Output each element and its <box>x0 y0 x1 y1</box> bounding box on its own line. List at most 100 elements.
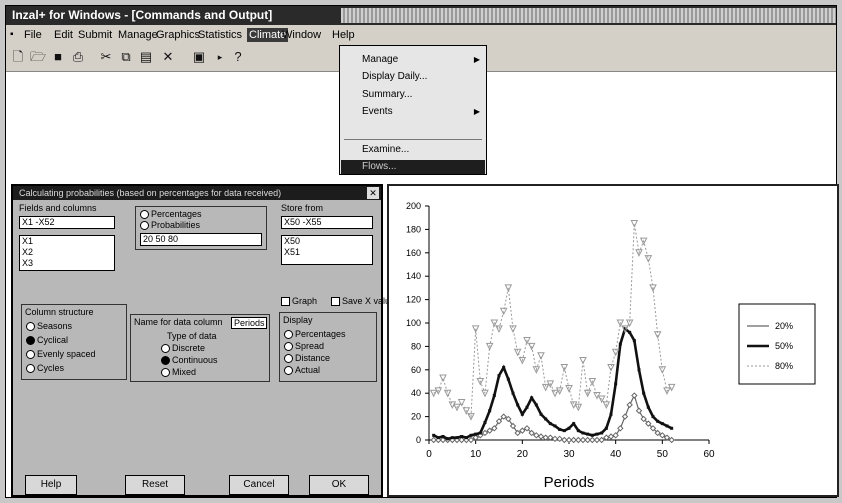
radio-display-spread[interactable]: Spread <box>284 341 324 352</box>
menu-item-label: Examine... <box>362 144 410 155</box>
menu-item-display-daily[interactable]: Display Daily... <box>362 70 427 84</box>
list-item[interactable]: X1 <box>22 236 34 246</box>
menu-climate[interactable]: Climate <box>247 28 289 42</box>
radio-seasons[interactable]: Seasons <box>26 321 72 332</box>
close-icon[interactable]: ✕ <box>367 187 379 199</box>
menu-item-label: Summary... <box>362 89 413 100</box>
data-point <box>474 432 478 436</box>
graph-window[interactable]: 0 20 40 60 80 100 120 140 160 180 200 0 10 20 30 40 50 60… <box>387 184 839 497</box>
radio-evenly-spaced[interactable]: Evenly spaced <box>26 349 96 360</box>
menu-statistics[interactable]: Statistics <box>198 29 243 41</box>
data-point <box>514 429 521 437</box>
radio-continuous[interactable]: Continuous <box>161 355 218 366</box>
data-column-input[interactable]: Periods <box>231 317 267 329</box>
radio-cyclical[interactable]: Cyclical <box>26 335 68 346</box>
menu-item-flows[interactable]: Flows... <box>341 160 485 174</box>
data-point <box>533 432 540 439</box>
data-point <box>618 342 622 346</box>
data-point <box>631 392 638 399</box>
dialog-title-bar[interactable]: Calculating probabilities (based on perc… <box>13 186 381 200</box>
radio-percentages[interactable]: Percentages <box>140 209 202 220</box>
data-point <box>565 385 573 393</box>
copy-icon[interactable]: ⧉ <box>121 49 131 64</box>
radio-cycles[interactable]: Cycles <box>26 363 64 374</box>
data-point <box>488 409 492 413</box>
menu-item-label: Display Daily... <box>362 71 428 82</box>
data-point <box>561 436 568 444</box>
data-point <box>598 436 605 444</box>
reset-button[interactable]: Reset <box>125 475 185 495</box>
ok-button[interactable]: OK <box>309 475 369 495</box>
app-menu-icon[interactable]: ▪ <box>10 29 14 40</box>
print-icon[interactable]: ⎙ <box>72 49 84 64</box>
menu-graphics[interactable]: Graphics <box>156 29 201 41</box>
menu-item-examine[interactable]: Examine... <box>362 143 409 157</box>
list-item[interactable]: X2 <box>22 247 34 257</box>
help-icon[interactable]: ? <box>234 49 242 64</box>
radio-discrete[interactable]: Discrete <box>161 343 205 354</box>
cancel-button[interactable]: Cancel <box>229 475 289 495</box>
data-point <box>584 436 591 444</box>
menu-item-manage[interactable]: Manage <box>362 53 398 67</box>
list-item[interactable]: X51 <box>284 247 301 257</box>
radio-icon <box>161 344 170 354</box>
fields-listbox[interactable]: X1 X2 X3 <box>19 235 115 271</box>
paste-icon[interactable]: ▤ <box>139 49 153 64</box>
cut-icon[interactable]: ✂ <box>100 49 112 64</box>
save-icon[interactable]: ■ <box>54 49 62 64</box>
radio-probabilities[interactable]: Probabilities <box>140 220 200 231</box>
radio-display-percentages[interactable]: Percentages <box>284 329 346 340</box>
delete-icon[interactable]: ✕ <box>162 49 174 64</box>
data-point <box>467 413 475 421</box>
menu-submit[interactable]: Submit <box>78 29 113 41</box>
data-point <box>539 412 543 416</box>
radio-label: Continuous <box>172 355 218 365</box>
radio-mixed[interactable]: Mixed <box>161 367 196 378</box>
group-title: Display <box>283 315 313 325</box>
new-file-icon[interactable]: 🗋 <box>12 49 24 64</box>
save-x-checkbox[interactable]: Save X values <box>331 296 400 307</box>
data-point <box>551 389 559 398</box>
data-point <box>628 330 632 334</box>
menu-window[interactable]: Window <box>282 29 322 41</box>
list-item[interactable]: X3 <box>22 258 34 268</box>
data-point <box>644 255 653 263</box>
store-listbox[interactable]: X50 X51 <box>281 235 373 265</box>
fields-label: Fields and columns <box>19 203 97 213</box>
data-column-group: Name for data column Periods Type of dat… <box>130 314 270 382</box>
menu-item-events[interactable]: Events <box>362 105 393 119</box>
arrow-icon[interactable]: ▸ <box>217 52 223 62</box>
menu-edit[interactable]: Edit <box>54 29 73 41</box>
percentages-input[interactable]: 20 50 80 <box>140 233 262 246</box>
menu-help[interactable]: Help <box>332 29 355 41</box>
open-folder-icon[interactable]: 🗁 <box>29 49 47 64</box>
data-point <box>453 403 461 412</box>
list-item[interactable]: X50 <box>284 236 301 246</box>
data-point <box>506 377 510 381</box>
options-group: Percentages Probabilities 20 50 80 <box>135 206 267 250</box>
data-point <box>495 325 503 333</box>
menu-item-summary[interactable]: Summary... <box>362 88 412 102</box>
window-icon[interactable]: ▣ <box>192 49 206 64</box>
fields-input[interactable]: X1 -X52 <box>19 216 115 229</box>
menu-manage[interactable]: Manage <box>118 29 158 41</box>
radio-label: Percentages <box>295 329 346 339</box>
radio-display-actual[interactable]: Actual <box>284 365 320 376</box>
data-point <box>653 331 662 339</box>
graph-checkbox[interactable]: Graph <box>281 296 318 307</box>
data-point <box>519 427 526 434</box>
data-point <box>668 436 675 444</box>
checkbox-label: Graph <box>292 296 318 306</box>
data-point <box>670 426 674 430</box>
store-input[interactable]: X50 -X55 <box>281 216 373 229</box>
data-point <box>516 403 520 407</box>
data-point <box>663 434 671 441</box>
menu-file[interactable]: File <box>24 29 42 41</box>
data-point <box>635 407 643 414</box>
data-point <box>649 284 657 293</box>
title-bar[interactable]: Inzal+ for Windows - [Commands and Outpu… <box>6 6 836 25</box>
radio-display-distance[interactable]: Distance <box>284 353 330 364</box>
radio-icon <box>26 364 35 374</box>
help-button[interactable]: Help <box>25 475 77 495</box>
data-point <box>579 356 587 365</box>
